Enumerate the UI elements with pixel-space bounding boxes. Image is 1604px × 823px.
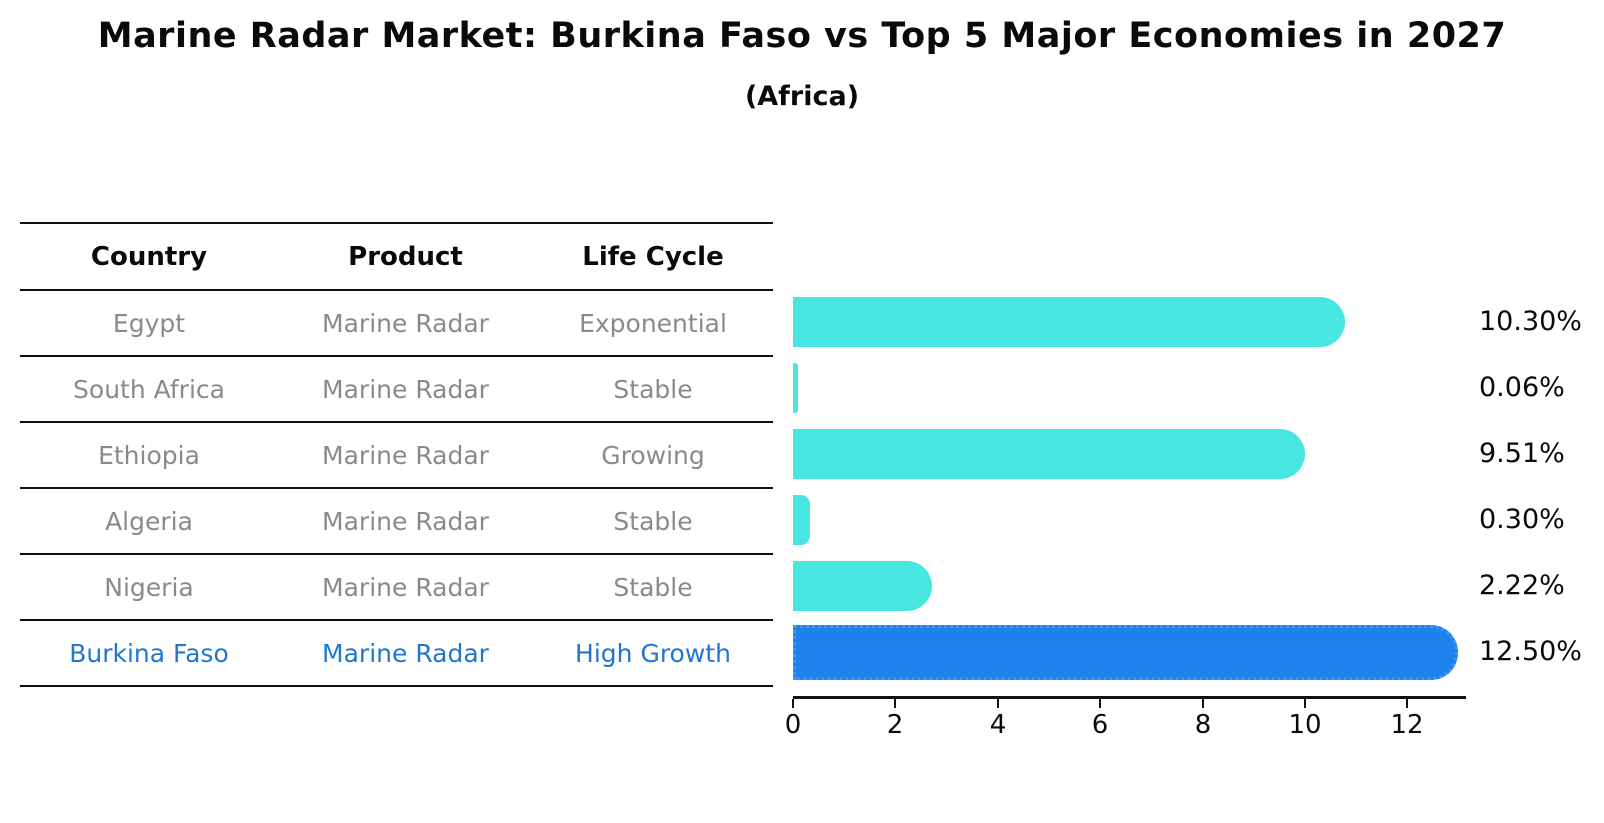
table-cell-product: Marine Radar [322, 572, 489, 602]
table-cell-product: Marine Radar [322, 638, 489, 668]
table-cell-product: Marine Radar [322, 506, 489, 536]
x-axis-tick-mark [997, 699, 999, 708]
x-axis-tick-mark [1099, 699, 1101, 708]
bar-egypt [793, 297, 1345, 347]
header-cell-country: Country [90, 241, 208, 272]
x-axis-tick-label: 12 [1390, 710, 1424, 740]
table-cell-life-cycle: Stable [613, 572, 693, 602]
table-cell-life-cycle: High Growth [575, 638, 731, 668]
bar-value-label: 0.06% [1479, 372, 1565, 403]
x-axis-tick-mark [1304, 699, 1306, 708]
table-row: Egypt Marine Radar Exponential [20, 291, 773, 357]
table-cell-product: Marine Radar [322, 308, 489, 338]
bar-value-label: 9.51% [1479, 438, 1565, 469]
bar-south-africa [793, 363, 798, 413]
table-row: Ethiopia Marine Radar Growing [20, 423, 773, 489]
table-cell-life-cycle: Stable [613, 506, 693, 536]
chart-subtitle: (Africa) [744, 81, 860, 112]
table-row: Algeria Marine Radar Stable [20, 489, 773, 555]
table-row: South Africa Marine Radar Stable [20, 357, 773, 423]
table-cell-product: Marine Radar [322, 374, 489, 404]
header-cell-life-cycle: Life Cycle [582, 241, 724, 272]
table-row: Burkina Faso Marine Radar High Growth [20, 621, 773, 687]
table-cell-country: Ethiopia [98, 440, 200, 470]
table-row: Nigeria Marine Radar Stable [20, 555, 773, 621]
table-header-row: Country Product Life Cycle [20, 224, 773, 291]
x-axis-tick-label: 2 [886, 710, 904, 740]
x-axis-tick-label: 0 [784, 710, 802, 740]
x-axis-tick-mark [792, 699, 794, 708]
bar-value-label: 0.30% [1479, 504, 1565, 535]
table-cell-product: Marine Radar [322, 440, 489, 470]
bar-value-label: 10.30% [1479, 306, 1582, 337]
x-axis-line [793, 696, 1466, 699]
x-axis-tick-label: 10 [1288, 710, 1322, 740]
table-cell-country: Nigeria [104, 572, 194, 602]
x-axis-tick-label: 6 [1091, 710, 1109, 740]
x-axis-tick-mark [1202, 699, 1204, 708]
bar-algeria [793, 495, 810, 545]
table-cell-life-cycle: Exponential [579, 308, 727, 338]
table-cell-country: Algeria [105, 506, 193, 536]
table-body: Egypt Marine Radar Exponential South Africa… [20, 291, 773, 687]
bar-value-label: 12.50% [1479, 636, 1582, 667]
header-cell-product: Product [348, 241, 463, 272]
table-cell-country: Egypt [112, 308, 186, 338]
table-cell-country: South Africa [73, 374, 225, 404]
chart-title: Marine Radar Market: Burkina Faso vs Top… [97, 16, 1507, 56]
table-cell-life-cycle: Stable [613, 374, 693, 404]
table-cell-life-cycle: Growing [601, 440, 705, 470]
bar-ethiopia [793, 429, 1305, 479]
table-cell-country: Burkina Faso [69, 638, 229, 668]
x-axis-tick-mark [1406, 699, 1408, 708]
bar-highlight-burkina-faso [793, 625, 1458, 680]
x-axis-tick-mark [894, 699, 896, 708]
x-axis-tick-label: 4 [989, 710, 1007, 740]
bar-value-label: 2.22% [1479, 570, 1565, 601]
x-axis-tick-label: 8 [1194, 710, 1212, 740]
country-table: Country Product Life Cycle Egypt Marine R… [20, 222, 773, 687]
bar-nigeria [793, 561, 932, 611]
